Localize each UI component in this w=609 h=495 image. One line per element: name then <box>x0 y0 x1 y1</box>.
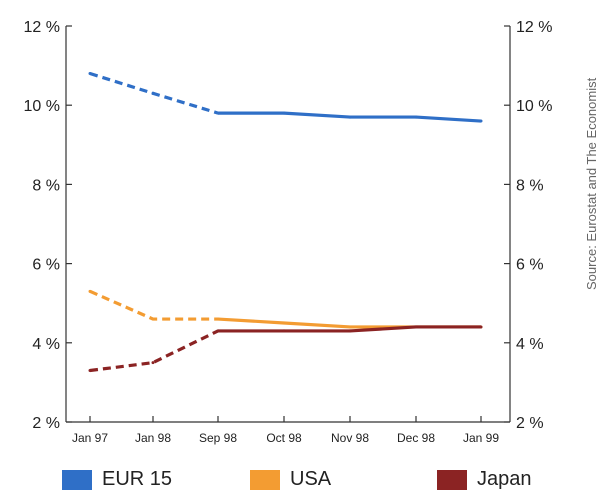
y-tick-label-right: 2 % <box>516 415 544 432</box>
x-tick-label: Nov 98 <box>331 431 369 445</box>
plot-area <box>66 26 510 422</box>
y-tick-label-left: 6 % <box>32 257 60 274</box>
x-tick-label: Jan 97 <box>72 431 108 445</box>
data-point-1-4 <box>348 325 352 329</box>
data-point-2-4 <box>348 329 352 333</box>
legend-label-eur15: EUR 15 <box>102 468 173 490</box>
legend: EUR 15 USA Japan <box>0 462 609 495</box>
data-point-0-5 <box>414 115 418 119</box>
legend-item-eur15: EUR 15 <box>62 468 172 491</box>
series-line-dashed-2 <box>89 329 219 373</box>
y-tick-label-right: 6 % <box>516 257 544 274</box>
data-point-2-5 <box>414 325 418 329</box>
y-tick-label-right: 4 % <box>516 336 544 353</box>
x-tick-label: Sep 98 <box>199 431 237 445</box>
x-tick-label: Dec 98 <box>397 431 435 445</box>
legend-item-usa: USA <box>250 468 331 491</box>
y-tick-label-left: 12 % <box>24 19 60 36</box>
x-tick-label: Jan 99 <box>463 431 499 445</box>
axes: 2 % 2 % 4 % 4 % 6 % 6 % 8 % 8 % 10 % 10 % 12 % 12 %… <box>24 19 553 445</box>
data-point-2-1 <box>151 361 155 365</box>
data-point-0-2 <box>216 111 220 115</box>
data-point-1-2 <box>216 317 220 321</box>
data-point-1-0 <box>88 289 92 293</box>
data-point-0-1 <box>151 91 155 95</box>
legend-label-japan: Japan <box>477 468 532 490</box>
x-tick-label: Oct 98 <box>266 431 302 445</box>
y-tick-label-left: 10 % <box>24 98 60 115</box>
data-point-0-0 <box>88 72 92 76</box>
data-point-0-6 <box>479 119 483 123</box>
y-tick-label-left: 2 % <box>32 415 60 432</box>
source-text: Source: Eurostat and The Economist <box>584 77 599 290</box>
legend-label-usa: USA <box>290 468 332 490</box>
y-tick-label-left: 8 % <box>32 177 60 194</box>
data-point-2-3 <box>282 329 286 333</box>
source-note: Source: Eurostat and The Economist <box>584 20 604 290</box>
legend-swatch-usa <box>250 469 280 490</box>
data-point-0-3 <box>282 111 286 115</box>
legend-swatch-japan <box>437 469 467 490</box>
series-lines <box>88 71 483 373</box>
data-point-0-4 <box>348 115 352 119</box>
legend-swatch-eur15 <box>62 469 92 490</box>
data-point-2-2 <box>216 329 220 333</box>
y-tick-label-left: 4 % <box>32 336 60 353</box>
legend-item-japan: Japan <box>437 468 532 491</box>
x-tick-label: Jan 98 <box>135 431 171 445</box>
y-tick-label-right: 8 % <box>516 177 544 194</box>
data-point-1-3 <box>282 321 286 325</box>
y-tick-label-right: 10 % <box>516 98 552 115</box>
data-point-1-1 <box>151 317 155 321</box>
data-point-2-0 <box>88 369 92 373</box>
y-tick-label-right: 12 % <box>516 19 552 36</box>
data-point-2-6 <box>479 325 483 329</box>
